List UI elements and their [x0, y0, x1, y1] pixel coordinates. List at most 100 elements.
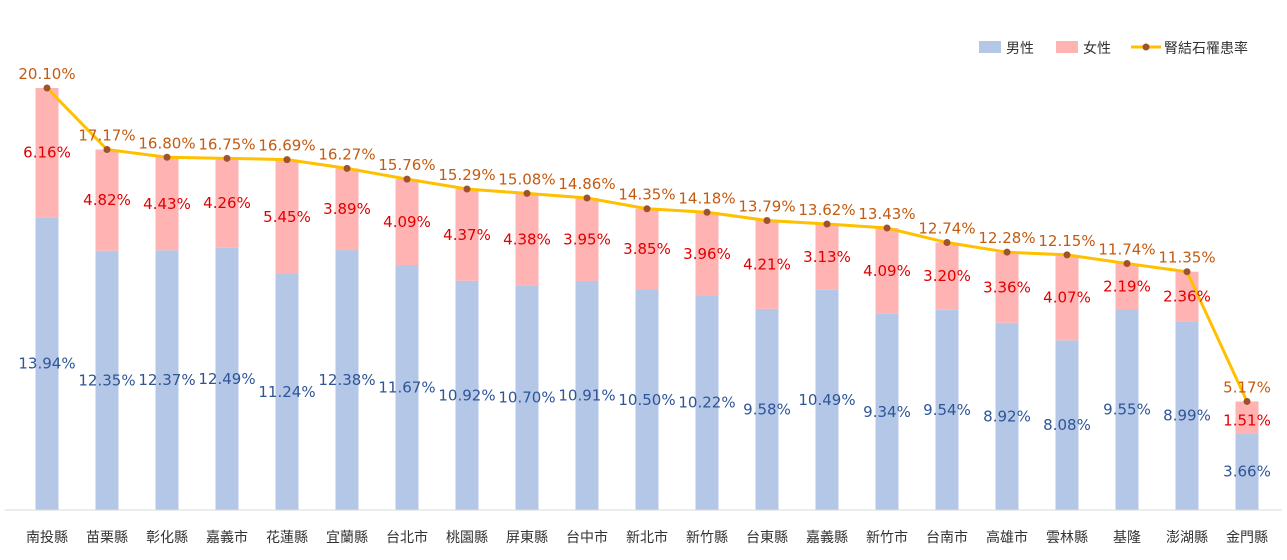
bar-male: [275, 274, 299, 510]
bar-female: [635, 208, 659, 290]
line-layer: [43, 84, 1251, 405]
label-male: 9.54%: [923, 401, 971, 419]
label-rate: 5.17%: [1223, 378, 1271, 396]
bar-female: [35, 88, 59, 218]
bar-male: [515, 285, 539, 510]
bar-female: [1235, 401, 1259, 434]
label-rate: 14.35%: [618, 186, 675, 204]
label-female: 4.21%: [743, 256, 791, 274]
label-female: 5.45%: [263, 208, 311, 226]
rate-marker: [763, 216, 771, 224]
category-label: 台中市: [566, 529, 608, 546]
rate-marker: [283, 156, 291, 164]
category-label: 宜蘭縣: [326, 530, 368, 546]
category-label: 雲林縣: [1046, 530, 1088, 546]
bar-female: [755, 220, 779, 309]
bar-male: [395, 264, 419, 510]
label-male: 9.34%: [863, 403, 911, 421]
bar-male: [935, 309, 959, 510]
label-male: 12.49%: [198, 370, 255, 388]
label-female: 2.19%: [1103, 278, 1151, 296]
label-male: 11.67%: [378, 378, 435, 396]
rate-marker: [163, 153, 171, 161]
label-female: 3.20%: [923, 267, 971, 285]
bar-female: [935, 242, 959, 310]
label-female: 3.89%: [323, 200, 371, 218]
category-label: 花蓮縣: [266, 530, 308, 546]
label-rate: 12.74%: [918, 220, 975, 238]
rate-marker: [883, 224, 891, 232]
rate-marker: [703, 208, 711, 216]
rate-marker: [1243, 397, 1251, 405]
label-female: 3.95%: [563, 230, 611, 248]
label-rate: 13.79%: [738, 197, 795, 215]
label-male: 10.50%: [618, 391, 675, 409]
label-male: 8.08%: [1043, 416, 1091, 434]
label-female: 4.37%: [443, 226, 491, 244]
legend: 男性 女性 腎結石罹患率: [979, 40, 1248, 57]
bar-female: [515, 193, 539, 286]
legend-label-male: 男性: [1006, 41, 1034, 57]
label-male: 10.22%: [678, 394, 735, 412]
label-female: 4.09%: [383, 213, 431, 231]
bar-female: [695, 212, 719, 296]
rate-marker: [1003, 248, 1011, 256]
label-rate: 15.76%: [378, 156, 435, 174]
label-rate: 16.27%: [318, 145, 375, 163]
label-rate: 11.35%: [1158, 249, 1215, 267]
bar-female: [995, 252, 1019, 323]
label-male: 9.58%: [743, 400, 791, 418]
bar-male: [635, 289, 659, 510]
category-label: 基隆: [1113, 529, 1141, 546]
rate-marker: [643, 205, 651, 213]
bar-female: [815, 224, 839, 290]
label-female: 6.16%: [23, 144, 71, 162]
label-female: 4.07%: [1043, 289, 1091, 307]
label-female: 3.13%: [803, 248, 851, 266]
bar-male: [1055, 340, 1079, 510]
rate-marker: [1123, 260, 1131, 268]
label-male: 12.38%: [318, 371, 375, 389]
category-label: 南投縣: [26, 530, 68, 546]
category-label: 屏東縣: [506, 530, 548, 546]
bar-male: [755, 308, 779, 510]
bar-female: [215, 158, 239, 248]
label-female: 4.26%: [203, 194, 251, 212]
bar-male: [695, 295, 719, 510]
bar-male: [455, 280, 479, 510]
bar-male: [875, 313, 899, 510]
label-male: 11.24%: [258, 383, 315, 401]
rate-marker: [1183, 268, 1191, 276]
category-label: 台南市: [926, 529, 968, 546]
bar-female: [875, 228, 899, 314]
label-male: 10.49%: [798, 391, 855, 409]
rate-marker: [43, 84, 51, 92]
label-female: 4.82%: [83, 191, 131, 209]
legend-marker-rate: [1142, 43, 1150, 51]
bar-female: [335, 168, 359, 251]
label-male: 10.70%: [498, 389, 555, 407]
category-label: 台東縣: [746, 530, 788, 546]
legend-label-female: 女性: [1083, 40, 1111, 57]
label-rate: 14.86%: [558, 175, 615, 193]
bar-male: [215, 247, 239, 510]
label-rate: 17.17%: [78, 127, 135, 145]
label-male: 12.35%: [78, 371, 135, 389]
label-rate: 14.18%: [678, 189, 735, 207]
category-label: 高雄市: [986, 529, 1028, 546]
bar-male: [35, 217, 59, 510]
category-label: 彰化縣: [146, 529, 188, 546]
category-label: 新竹縣: [686, 530, 728, 546]
label-male: 10.91%: [558, 386, 615, 404]
category-label: 苗栗縣: [86, 530, 128, 546]
label-female: 1.51%: [1223, 411, 1271, 429]
bar-male: [95, 250, 119, 511]
bar-female: [395, 179, 419, 265]
label-rate: 16.75%: [198, 135, 255, 153]
category-label: 嘉義市: [206, 529, 248, 546]
category-label: 桃園縣: [446, 530, 488, 546]
bar-male: [995, 322, 1019, 510]
label-male: 13.94%: [18, 355, 75, 373]
bar-female: [1115, 263, 1139, 310]
